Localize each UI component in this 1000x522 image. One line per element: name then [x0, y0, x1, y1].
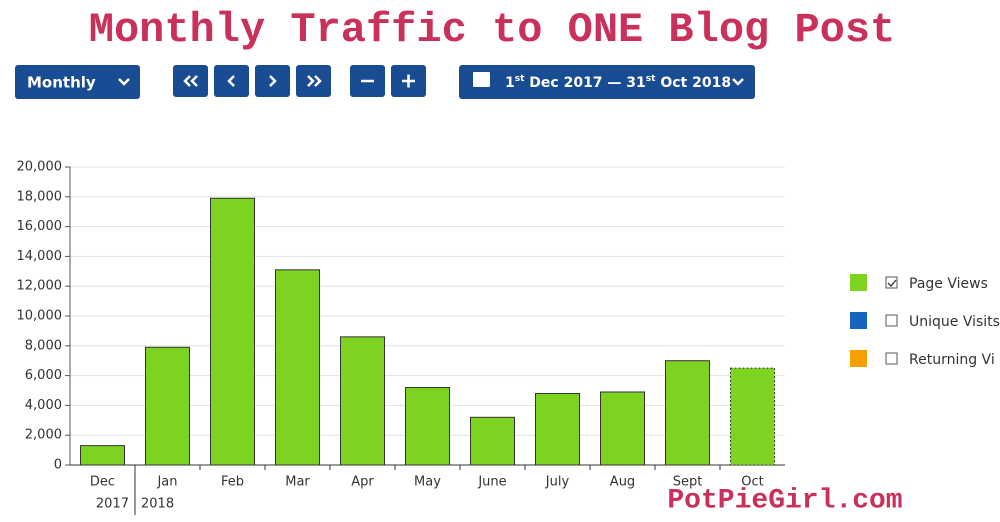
date-suffix: st [515, 74, 525, 84]
y-tick-label: 12,000 [17, 279, 63, 294]
x-tick-label: Feb [221, 475, 244, 490]
zoom-out[interactable] [350, 65, 385, 97]
bar [340, 336, 385, 466]
y-tick-label: 18,000 [17, 189, 63, 204]
y-tick-label: 0 [54, 458, 62, 473]
checkmark [887, 279, 897, 287]
x-tick-label: Sept [673, 475, 703, 490]
button[interactable] [255, 65, 290, 97]
legend-checkbox[interactable] [885, 352, 898, 365]
dropdown-caret [118, 78, 130, 86]
x-tick-label: Apr [351, 475, 374, 490]
date-range[interactable]: 1st Dec 2017 — 31st Oct 2018 [505, 74, 731, 92]
period-dropdown[interactable]: Monthly [15, 65, 140, 99]
icon [183, 75, 198, 87]
x-tick-label: May [414, 475, 441, 490]
date-part: 1 [505, 75, 515, 91]
button[interactable] [459, 65, 755, 99]
y-tick-label: 14,000 [17, 249, 63, 264]
icon [307, 75, 322, 87]
bar [665, 360, 710, 466]
icon [227, 75, 235, 87]
x-group-label: 2017 [96, 497, 129, 512]
button[interactable] [214, 65, 249, 97]
y-tick-label: 8,000 [25, 338, 62, 353]
nav-first[interactable] [173, 65, 208, 97]
bar [210, 197, 255, 466]
bar [275, 269, 320, 466]
x-tick-label: Mar [285, 475, 310, 490]
page-title: Monthly Traffic to ONE Blog Post [89, 6, 896, 54]
calendar-icon [473, 72, 490, 87]
date-part: Dec 2017 — 31 [524, 75, 645, 91]
legend-swatch [850, 274, 867, 291]
y-tick-label: 4,000 [25, 398, 62, 413]
date-range-picker[interactable]: 1st Dec 2017 — 31st Oct 2018 [459, 65, 755, 99]
y-tick-label: 16,000 [17, 219, 63, 234]
legend-checkbox[interactable] [885, 314, 898, 327]
bar [535, 392, 580, 466]
dropdown-label[interactable]: Monthly [27, 74, 96, 92]
dropdown-bg[interactable] [15, 65, 140, 99]
y-tick-label: 2,000 [25, 428, 62, 443]
x-tick-label: Dec [90, 475, 115, 490]
dropdown-caret [732, 78, 744, 86]
x-group-label: 2018 [141, 497, 174, 512]
x-tick-label: July [545, 475, 570, 490]
y-tick-label: 6,000 [25, 368, 62, 383]
x-tick-label: June [477, 475, 506, 490]
nav-last[interactable] [296, 65, 331, 97]
x-tick-label: Oct [741, 475, 763, 490]
bar [80, 445, 125, 466]
legend-swatch [850, 350, 867, 367]
legend-label: Unique Visits [909, 314, 1000, 330]
date-part: Oct 2018 [655, 75, 731, 91]
x-tick-label: Aug [610, 475, 635, 490]
x-tick-label: Jan [156, 475, 177, 490]
date-suffix: st [646, 74, 656, 84]
watermark: PotPieGirl.com [667, 485, 902, 516]
zoom-in[interactable] [391, 65, 426, 97]
bar [405, 387, 450, 466]
nav-prev[interactable] [214, 65, 249, 97]
icon [402, 74, 415, 88]
icon [269, 75, 277, 87]
legend-label: Page Views [909, 276, 988, 292]
bar [470, 416, 515, 466]
legend-label: Returning Vi [909, 352, 995, 368]
legend-checkbox[interactable] [885, 276, 898, 289]
bar [730, 367, 775, 466]
legend-swatch [850, 312, 867, 329]
bar [145, 346, 190, 466]
y-tick-label: 10,000 [17, 309, 63, 324]
y-tick-label: 20,000 [17, 160, 63, 175]
nav-next[interactable] [255, 65, 290, 97]
bar [600, 391, 645, 466]
